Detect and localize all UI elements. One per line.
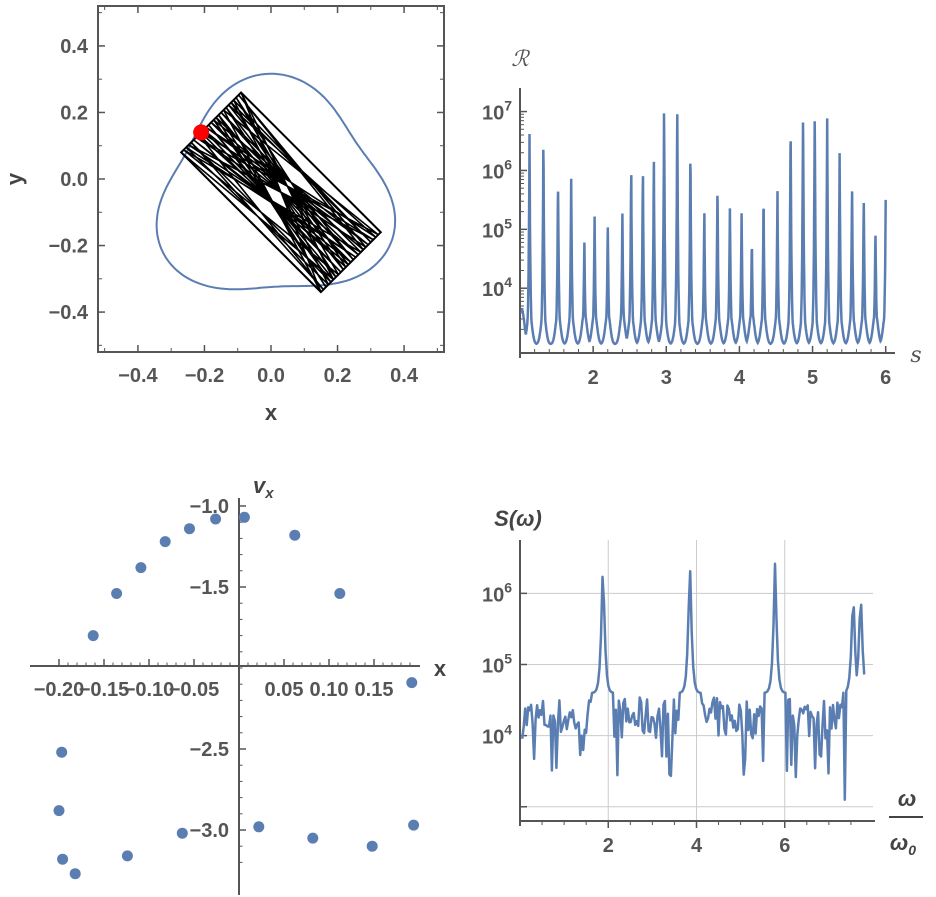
spectrum-ticks: 2 4 6 106 105 104 xyxy=(482,579,852,857)
y-tick-label: −0.4 xyxy=(49,302,89,324)
y-tick-label: −0.2 xyxy=(49,236,88,258)
x-tick-label: −0.2 xyxy=(185,365,224,387)
scatter-point xyxy=(366,840,378,852)
y-tick-label: −1.0 xyxy=(190,496,229,518)
trajectory-x-label: x xyxy=(265,400,278,425)
y-tick-label: 105 xyxy=(482,215,512,242)
scatter-point xyxy=(53,805,65,817)
y-tick-label: 104 xyxy=(482,274,512,301)
scatter-point xyxy=(184,523,195,535)
y-tick-label: 0.0 xyxy=(60,169,88,191)
poincare-ticks: −0.20−0.15−0.10−0.05 0.05 0.10 0.15 −1.0 −1.5… xyxy=(34,496,411,863)
reflection-series-line xyxy=(520,113,887,346)
start-point-dot xyxy=(193,124,210,141)
y-tick-label: −2.5 xyxy=(190,739,229,761)
x-tick-label: −0.05 xyxy=(169,679,220,701)
poincare-y-label: vx xyxy=(253,473,274,502)
spectrum-series-line xyxy=(520,562,866,801)
scatter-point xyxy=(210,513,222,525)
x-tick-label: 0.0 xyxy=(257,365,285,387)
y-tick-label: 106 xyxy=(482,579,512,606)
poincare-panel: −0.20−0.15−0.10−0.05 0.05 0.10 0.15 −1.0 −1.5… xyxy=(30,473,447,895)
scatter-point xyxy=(135,562,147,574)
scatter-point xyxy=(69,868,81,880)
scatter-point xyxy=(307,832,319,844)
x-tick-label: 0.10 xyxy=(310,679,349,701)
poincare-y-label-sub: x xyxy=(264,485,274,502)
orbit-outline xyxy=(179,91,383,294)
x-tick-label: −0.4 xyxy=(118,365,158,387)
x-tick-label: 6 xyxy=(779,835,790,857)
scatter-point xyxy=(159,536,171,548)
scatter-point xyxy=(289,529,301,541)
y-tick-label: 105 xyxy=(482,650,512,677)
scatter-point xyxy=(111,588,123,599)
y-tick-label: −3.0 xyxy=(190,820,229,842)
spectrum-x-label-num: ω xyxy=(898,786,916,811)
y-tick-label: −1.5 xyxy=(190,577,229,599)
trajectory-y-label: y xyxy=(2,172,27,185)
spectrum-x-label-den-sub: 0 xyxy=(908,842,916,858)
x-tick-label: 4 xyxy=(734,367,746,389)
scatter-point xyxy=(87,630,99,642)
spectrum-y-label: S(ω) xyxy=(494,506,542,531)
scatter-point xyxy=(334,588,346,599)
x-tick-label: −0.20 xyxy=(34,679,85,701)
x-tick-label: 0.15 xyxy=(355,679,394,701)
poincare-points xyxy=(53,511,420,880)
scatter-point xyxy=(406,677,418,689)
poincare-y-label-main: v xyxy=(253,473,267,498)
x-tick-label: 0.05 xyxy=(265,679,304,701)
x-tick-label: 5 xyxy=(807,367,818,389)
y-tick-label: 0.4 xyxy=(60,36,89,58)
y-tick-label: 104 xyxy=(482,722,512,749)
spectrum-x-label-den: ω0 xyxy=(890,830,916,858)
x-tick-label: −0.10 xyxy=(124,679,175,701)
scatter-point xyxy=(253,821,265,833)
reflection-ticks: 2 3 4 5 6 107 106 105 104 xyxy=(482,98,891,389)
reflection-y-label: ℛ xyxy=(511,47,530,72)
x-tick-label: 0.4 xyxy=(390,365,419,387)
reflection-panel: 2 3 4 5 6 107 106 105 104 ℛ s xyxy=(482,47,922,389)
spectrum-x-label: ω ω0 xyxy=(889,786,923,858)
start-marker xyxy=(193,124,210,141)
x-tick-label: 4 xyxy=(691,835,703,857)
scatter-point xyxy=(176,827,188,839)
reflection-x-label: s xyxy=(910,343,921,368)
spectrum-grid xyxy=(520,540,873,821)
trajectory-panel: −0.4 −0.2 0.0 0.2 0.4 0.4 0.2 0.0 −0.2 −0.4 x y xyxy=(2,5,445,425)
x-tick-label: −0.15 xyxy=(79,679,130,701)
scatter-point xyxy=(408,819,420,831)
x-tick-label: 6 xyxy=(880,367,891,389)
x-tick-label: 0.2 xyxy=(324,365,352,387)
scatter-point xyxy=(57,853,69,865)
trajectory-ticks: −0.4 −0.2 0.0 0.2 0.4 0.4 0.2 0.0 −0.2 −0.4 xyxy=(49,6,444,387)
y-tick-label: 106 xyxy=(482,156,512,183)
x-tick-label: 3 xyxy=(661,367,672,389)
scatter-point xyxy=(56,746,68,758)
scatter-point xyxy=(238,511,250,523)
x-tick-label: 2 xyxy=(588,367,599,389)
orbit-trajectory xyxy=(179,91,383,294)
x-tick-label: 2 xyxy=(603,835,614,857)
y-tick-label: 0.2 xyxy=(60,102,88,124)
poincare-x-label: x xyxy=(434,656,447,681)
y-tick-label: 107 xyxy=(482,98,512,125)
spectrum-x-label-den-main: ω xyxy=(890,830,908,855)
scatter-point xyxy=(121,850,133,862)
